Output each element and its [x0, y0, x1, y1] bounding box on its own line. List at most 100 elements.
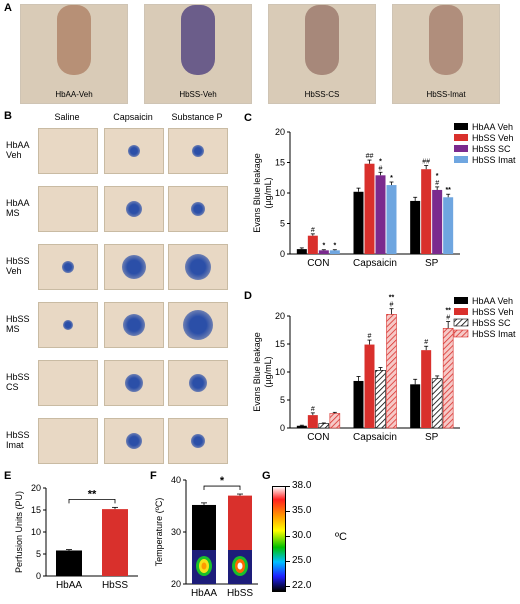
x-tick-label: HbSS [102, 580, 128, 591]
x-tick-label: CON [307, 258, 329, 269]
y-tick-label: 15 [31, 505, 41, 515]
skin-tile [104, 360, 164, 406]
legend-swatch [453, 318, 469, 327]
bar [386, 314, 397, 429]
x-tick-label: SP [425, 258, 439, 269]
bar [329, 250, 340, 254]
significance-mark: # [311, 227, 315, 234]
y-axis-label-line: Evans Blue leakage [252, 153, 262, 233]
dye-spot [191, 434, 205, 448]
row-label-line: Veh [6, 266, 22, 276]
leg-photo: HbSS-Veh [144, 4, 252, 104]
bar [318, 423, 330, 429]
leg-shape [429, 5, 463, 75]
thermal-image [192, 550, 216, 584]
colorbar-tick [286, 561, 290, 562]
bar [364, 163, 375, 254]
legend-swatch [454, 156, 468, 163]
row-label-line: HbSS [6, 314, 30, 324]
legend-label: HbAA Veh [472, 122, 513, 132]
colorbar-tick-label: 22.0 [292, 580, 312, 591]
y-axis-label: Evans Blue leakage(µg/mL) [252, 332, 273, 412]
skin-tile [168, 360, 228, 406]
skin-tile [38, 244, 98, 290]
dye-spot [62, 261, 74, 273]
legend-label: HbAA Veh [472, 296, 513, 306]
dye-spot [192, 145, 204, 157]
skin-tile [38, 128, 98, 174]
legend-swatch [454, 308, 468, 315]
panel-label-g: G [262, 470, 271, 482]
y-tick-label: 40 [171, 475, 181, 485]
bar [442, 328, 454, 429]
significance-mark: * [390, 175, 393, 182]
y-axis-label: Perfusion Units (PU) [14, 491, 24, 573]
leg-shape [181, 5, 215, 75]
leg-photo: HbSS-Imat [392, 4, 500, 104]
significance-mark: # [435, 180, 439, 187]
bar [56, 550, 82, 576]
significance-mark: ** [389, 295, 395, 302]
bar [421, 169, 432, 254]
significance-mark: ** [445, 187, 451, 194]
significance-mark: # [446, 315, 450, 322]
panel-label-c: C [244, 112, 252, 124]
bar [329, 413, 341, 429]
row-label: HbSS Veh [6, 256, 30, 276]
bar [318, 250, 329, 254]
row-label-line: Veh [6, 150, 22, 160]
y-axis-label-line: Evans Blue leakage [252, 332, 262, 412]
skin-tile [38, 186, 98, 232]
photo-caption: HbAA-Veh [55, 90, 93, 99]
bar [375, 370, 386, 429]
bar [386, 185, 397, 254]
dye-spot [191, 202, 205, 216]
significance-mark: * [220, 475, 225, 487]
legend-swatch [454, 123, 468, 130]
bar [410, 384, 421, 428]
column-label: Saline [54, 112, 80, 122]
significance-mark: * [322, 243, 325, 250]
significance-bracket [68, 498, 116, 504]
bar [443, 197, 454, 254]
dye-spot [185, 254, 211, 280]
bar [296, 249, 307, 254]
skin-tile [168, 128, 228, 174]
colorbar-tick [286, 511, 290, 512]
row-label: HbAA MS [6, 198, 30, 218]
dye-spot [126, 201, 142, 217]
skin-tile [38, 360, 98, 406]
thermal-image [228, 550, 252, 584]
panel-label-b: B [4, 110, 12, 122]
skin-tile [38, 302, 98, 348]
significance-mark: ## [366, 153, 374, 160]
significance-mark: ** [445, 308, 451, 315]
bar [432, 189, 443, 254]
y-tick-label: 0 [280, 249, 285, 259]
photo-caption: HbSS-CS [304, 90, 340, 99]
dye-spot [128, 145, 140, 157]
legend-label: HbSS Imat [472, 329, 516, 339]
x-tick-label: CON [307, 432, 329, 443]
legend-label: HbSS SC [472, 144, 511, 154]
y-tick-label: 15 [275, 339, 285, 349]
skin-tile [38, 418, 98, 464]
y-axis-label-line: (µg/mL) [263, 177, 273, 208]
significance-mark: # [368, 333, 372, 340]
legend-swatch [454, 297, 468, 304]
panel-label-f: F [150, 470, 157, 482]
legend-swatch [453, 329, 469, 338]
significance-mark: * [436, 173, 439, 180]
colorbar-tick [286, 486, 290, 487]
dye-spot [189, 374, 207, 392]
x-tick-label: HbSS [227, 588, 253, 599]
colorbar-tick-label: 38.0 [292, 480, 312, 491]
significance-mark: * [333, 243, 336, 250]
colorbar-tick-label: 25.0 [292, 555, 312, 566]
significance-mark: # [390, 302, 394, 309]
skin-tile [104, 128, 164, 174]
y-tick-label: 20 [31, 483, 41, 493]
y-axis-label: Temperature (ºC) [154, 498, 164, 567]
y-tick-label: 0 [36, 571, 41, 581]
